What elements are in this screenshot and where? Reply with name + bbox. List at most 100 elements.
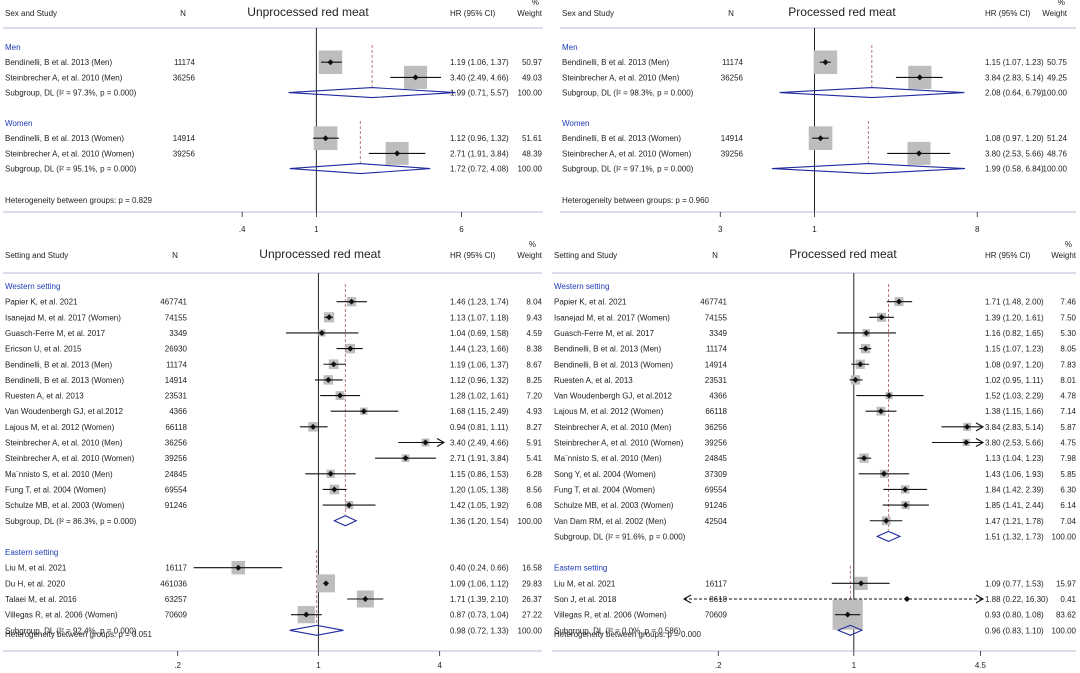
study-n: 39256 — [165, 454, 188, 463]
panel-title: Processed red meat — [789, 247, 897, 261]
study-hr-ci: 1.19 (1.06, 1.37) — [450, 360, 509, 369]
study-weight: 8.56 — [526, 485, 542, 494]
subgroup-hr-ci: 1.72 (0.72, 4.08) — [450, 165, 509, 174]
subgroup-hr-ci: 0.96 (0.83, 1.10) — [985, 626, 1044, 635]
axis-tick-label: 4 — [437, 661, 442, 670]
study-label: Papier K, et al. 2021 — [554, 298, 627, 307]
study-n: 70609 — [165, 611, 188, 620]
axis-tick-label: 1 — [812, 225, 817, 234]
study-hr-ci: 1.71 (1.48, 2.00) — [985, 298, 1044, 307]
study-weight: 27.22 — [522, 611, 543, 620]
study-label: Ma¨nnisto S, et al. 2010 (Men) — [554, 454, 662, 463]
study-hr-ci: 1.46 (1.23, 1.74) — [450, 298, 509, 307]
study-weight: 4.93 — [526, 407, 542, 416]
study-weight: 26.37 — [522, 595, 543, 604]
study-n: 42504 — [705, 517, 728, 526]
axis-tick-label: .2 — [715, 661, 722, 670]
study-label: Villegas R, et al. 2006 (Women) — [5, 611, 118, 620]
study-hr-ci: 1.02 (0.95, 1.11) — [985, 376, 1043, 385]
study-n: 23531 — [165, 392, 188, 401]
study-hr-ci: 1.85 (1.41, 2.44) — [985, 501, 1044, 510]
study-label: Bendinelli, B et al. 2013 (Women) — [554, 360, 673, 369]
study-n: 14914 — [165, 376, 188, 385]
subgroup-hr-ci: 1.99 (0.71, 5.57) — [450, 89, 509, 98]
study-hr-ci: 3.84 (2.83, 5.14) — [985, 423, 1044, 432]
subgroup-label: Subgroup, DL (I² = 97.1%, p = 0.000) — [562, 165, 694, 174]
study-n: 36256 — [173, 73, 196, 82]
study-n: 3349 — [709, 329, 727, 338]
subgroup-diamond — [836, 624, 864, 636]
study-weight: 8.05 — [1060, 345, 1076, 354]
study-weight: 8.38 — [526, 345, 542, 354]
study-weight: 7.14 — [1060, 407, 1076, 416]
study-weight: 50.97 — [522, 58, 543, 67]
study-hr-ci: 1.47 (1.21, 1.78) — [985, 517, 1044, 526]
col-header-weight: Weight — [1042, 9, 1068, 18]
study-label: Van Dam RM, et al. 2002 (Men) — [554, 517, 667, 526]
study-n: 24845 — [165, 470, 188, 479]
study-hr-ci: 1.28 (1.02, 1.61) — [450, 392, 509, 401]
study-label: Guasch-Ferre M, et al. 2017 — [5, 329, 106, 338]
study-point — [360, 408, 367, 415]
study-label: Van Woudenbergh GJ, et al.2012 — [5, 407, 124, 416]
study-weight: 0.41 — [1060, 595, 1076, 604]
study-point — [902, 486, 909, 493]
study-point — [303, 611, 310, 618]
study-point — [327, 470, 334, 477]
subgroup-label: Subgroup, DL (I² = 95.1%, p = 0.000) — [5, 165, 137, 174]
study-hr-ci: 3.40 (2.49, 4.66) — [450, 73, 509, 82]
study-hr-ci: 1.42 (1.05, 1.92) — [450, 501, 509, 510]
study-label: Bendinelli, B et al. 2013 (Men) — [5, 360, 113, 369]
col-header-hr: HR (95% CI) — [450, 251, 496, 260]
study-point — [915, 150, 922, 157]
study-point — [412, 74, 419, 81]
group-label: Women — [562, 119, 589, 128]
study-n: 11174 — [706, 345, 728, 354]
study-n: 14914 — [705, 360, 728, 369]
col-header-n: N — [172, 251, 178, 260]
col-header-study: Sex and Study — [5, 9, 57, 18]
group-label: Eastern setting — [554, 564, 607, 573]
study-weight: 5.85 — [1060, 470, 1076, 479]
study-weight: 8.27 — [526, 423, 542, 432]
study-label: Ruesten A, et al. 2013 — [554, 376, 633, 385]
study-hr-ci: 0.40 (0.24, 0.66) — [450, 564, 509, 573]
study-point — [886, 392, 893, 399]
axis-tick-label: 1 — [316, 661, 321, 670]
study-weight: 4.78 — [1060, 392, 1076, 401]
study-hr-ci: 1.39 (1.20, 1.61) — [985, 313, 1044, 322]
study-hr-ci: 1.88 (0.22, 16.30) — [985, 595, 1048, 604]
study-point — [325, 376, 332, 383]
heterogeneity-text: Heterogeneity between groups: p = 0.960 — [562, 196, 710, 205]
study-hr-ci: 1.68 (1.15, 2.49) — [450, 407, 509, 416]
study-point — [964, 423, 971, 430]
subgroup-label: Subgroup, DL (I² = 0.0%, p = 0.586) — [554, 626, 681, 635]
heterogeneity-text: Heterogeneity between groups: p = 0.829 — [5, 196, 153, 205]
ci-arrow-right — [975, 438, 985, 447]
study-point — [858, 580, 865, 587]
study-weight: 8.25 — [526, 376, 542, 385]
study-n: 69554 — [705, 485, 728, 494]
study-n: 69554 — [165, 485, 188, 494]
col-header-weight: Weight — [517, 251, 543, 260]
study-weight: 29.83 — [522, 579, 543, 588]
study-point — [327, 59, 334, 66]
subgroup-weight: 100.00 — [1043, 89, 1068, 98]
study-label: Steinbrecher A, et al. 2010 (Women) — [5, 149, 135, 158]
ci-arrow-right — [436, 438, 446, 447]
study-label: Steinbrecher A, et al. 2010 (Women) — [5, 454, 135, 463]
study-n: 39256 — [721, 149, 744, 158]
axis-tick-label: 6 — [459, 225, 464, 234]
study-point — [331, 486, 338, 493]
study-point — [326, 314, 333, 321]
study-weight: 83.62 — [1056, 611, 1077, 620]
col-header-hr: HR (95% CI) — [985, 251, 1031, 260]
subgroup-weight: 100.00 — [1043, 165, 1068, 174]
study-weight: 7.46 — [1060, 298, 1076, 307]
study-label: Papier K, et al. 2021 — [5, 298, 78, 307]
panel-title: Unprocessed red meat — [259, 247, 381, 261]
study-n: 16117 — [165, 564, 187, 573]
study-weight: 6.08 — [526, 501, 542, 510]
study-hr-ci: 3.84 (2.83, 5.14) — [985, 73, 1044, 82]
study-n: 70609 — [705, 611, 728, 620]
